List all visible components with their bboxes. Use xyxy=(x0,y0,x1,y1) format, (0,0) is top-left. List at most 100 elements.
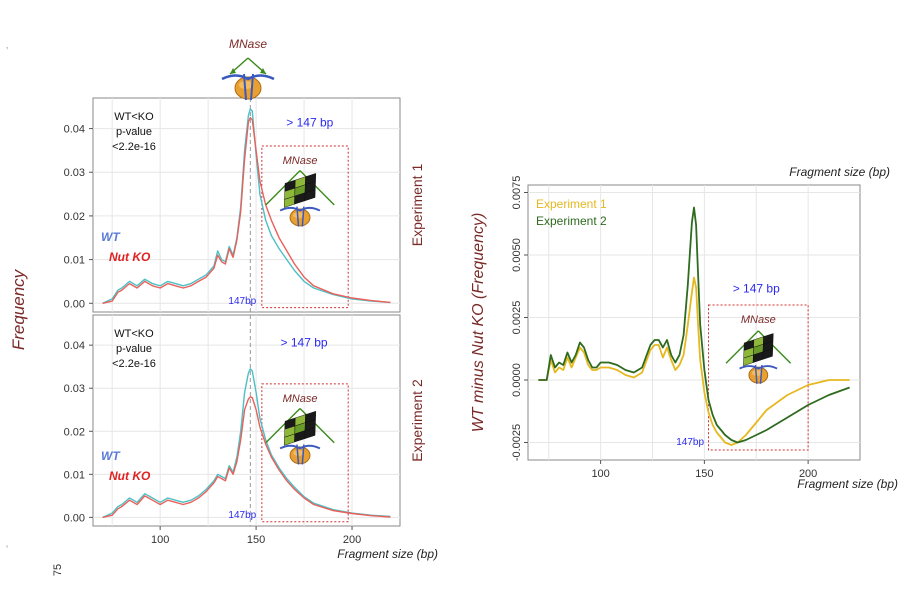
frequency-axis-title: Frequency xyxy=(9,268,28,350)
mnase-label: MNase xyxy=(741,314,776,326)
nucleosome-icon xyxy=(279,444,321,465)
top-mnase-label: MNase xyxy=(229,37,267,51)
static-text-layer: Frequency MNase ‚ ‘ xyxy=(6,37,267,555)
icons-layer xyxy=(221,57,792,465)
box-label: > 147 bp xyxy=(281,335,328,349)
pvalue-annotation: WT<KO xyxy=(114,328,154,340)
x-axis-title-top: Fragment size (bp) xyxy=(789,165,890,179)
vline-label: 147bp xyxy=(676,437,704,448)
vline-label: 147bp xyxy=(228,510,256,521)
box-label: > 147 bp xyxy=(286,115,333,129)
y-tick-label: 0.02 xyxy=(64,211,85,223)
pvalue-annotation: p-value xyxy=(116,126,152,138)
x-extra-tick-label: 75 xyxy=(52,564,64,576)
mnase-arrow-right xyxy=(299,170,335,206)
linker-dna-tile xyxy=(283,410,317,446)
series-line-wt xyxy=(102,108,391,304)
nucleosome-highlight xyxy=(293,449,304,457)
nucleosome-icon xyxy=(739,364,778,384)
mnase-label: MNase xyxy=(283,393,318,405)
legend-entry: Experiment 2 xyxy=(536,214,607,228)
y-axis-title: WT minus Nut KO (Frequency) xyxy=(470,213,487,433)
x-tick-label: 150 xyxy=(247,534,265,546)
nucleosome-range-box xyxy=(708,304,809,451)
tile-cell xyxy=(304,427,316,439)
chart-panel-1: 0.00 0.01 0.02 0.03 0.04 Experiment 1 WT<KO p-v… xyxy=(64,97,425,313)
mnase-arrow-left xyxy=(265,170,301,206)
dna-strand xyxy=(301,444,305,465)
y-tick-label: 0.01 xyxy=(64,255,85,267)
x-tick-label: 200 xyxy=(343,534,361,546)
nucleosome-icon xyxy=(279,206,321,227)
dna-wrap xyxy=(221,74,275,81)
dna-strand xyxy=(301,206,305,227)
linker-dna-tile xyxy=(283,173,317,208)
plot-area xyxy=(527,184,861,461)
dna-strand xyxy=(250,73,254,101)
mnase-arrow-right xyxy=(757,330,792,364)
linker-dna-tile xyxy=(743,333,774,366)
x-tick-label: 100 xyxy=(591,468,609,480)
arrowhead xyxy=(230,68,236,74)
y-tick-label: 0.0050 xyxy=(511,238,523,272)
series-line-wt xyxy=(102,368,391,519)
series-line-experiment-1 xyxy=(538,276,850,446)
mnase-digestion-icon-2 xyxy=(265,408,335,465)
chart-panel-2: 0.00 0.01 0.02 0.03 0.04 100 150 200 75 Fragment … xyxy=(52,314,438,576)
y-tick-label: 0.03 xyxy=(64,383,85,395)
x-tick-label: 200 xyxy=(799,468,817,480)
dna-strand xyxy=(243,73,247,101)
plot-area xyxy=(92,314,401,527)
x-tick-label: 100 xyxy=(151,534,169,546)
legend-entry: Nut KO xyxy=(109,469,151,483)
mnase-arrow-left xyxy=(265,408,301,444)
x-tick-label: 150 xyxy=(695,468,713,480)
box-label: > 147 bp xyxy=(733,282,780,296)
nucleosome-highlight xyxy=(293,212,304,219)
nucleosome-highlight xyxy=(239,81,253,89)
y-tick-label: 0.03 xyxy=(64,167,85,179)
pvalue-annotation: <2.2e-16 xyxy=(112,358,156,370)
tile-cell xyxy=(304,189,316,202)
dna-strand xyxy=(759,364,763,384)
nucleosome-highlight xyxy=(751,370,762,376)
legend-entry: Nut KO xyxy=(109,250,151,264)
series-line-experiment-2 xyxy=(538,206,850,444)
pvalue-annotation: p-value xyxy=(116,343,152,355)
vline-label: 147bp xyxy=(228,296,256,307)
tile-cell xyxy=(762,348,773,360)
chart-panel-3: -0.0025 0.0000 0.0025 0.0050 0.0075 100 150 200… xyxy=(470,165,898,491)
arrowhead xyxy=(260,68,266,74)
y-tick-label: 0.00 xyxy=(64,512,85,524)
panels-layer: 0.00 0.01 0.02 0.03 0.04 Experiment 1 WT<KO p-v… xyxy=(52,97,898,576)
pvalue-annotation: <2.2e-16 xyxy=(112,141,156,153)
y-tick-label: 0.0000 xyxy=(511,363,523,397)
dna-wrap xyxy=(739,365,778,370)
x-axis-title: Fragment size (bp) xyxy=(337,547,438,561)
corner-mark-bottom: ‘ xyxy=(6,544,8,555)
mnase-digestion-icon-1 xyxy=(265,170,335,227)
legend-entry: Experiment 1 xyxy=(536,197,607,211)
legend-entry: WT xyxy=(101,449,121,463)
dna-wrap xyxy=(279,206,321,212)
y-tick-label: 0.0025 xyxy=(511,301,523,335)
dna-strand xyxy=(296,206,300,227)
y-tick-label: 0.04 xyxy=(64,340,85,352)
y-tick-label: 0.02 xyxy=(64,426,85,438)
mnase-arrow-right xyxy=(299,408,335,444)
dna-strand xyxy=(754,364,758,384)
y-tick-label: -0.0025 xyxy=(511,424,523,461)
panel-strip-label: Experiment 1 xyxy=(409,164,425,247)
x-axis-title: Fragment size (bp) xyxy=(797,477,898,491)
series-line-nut-ko xyxy=(102,116,391,304)
mnase-digestion-icon-3 xyxy=(725,330,792,384)
panel-strip-label: Experiment 2 xyxy=(409,379,425,462)
y-tick-label: 0.0075 xyxy=(511,176,523,210)
pvalue-annotation: WT<KO xyxy=(114,111,154,123)
legend-entry: WT xyxy=(101,230,121,244)
y-tick-label: 0.04 xyxy=(64,124,85,136)
y-tick-label: 0.00 xyxy=(64,298,85,310)
nucleosome-icon xyxy=(221,73,275,101)
series-line-nut-ko xyxy=(102,396,391,519)
